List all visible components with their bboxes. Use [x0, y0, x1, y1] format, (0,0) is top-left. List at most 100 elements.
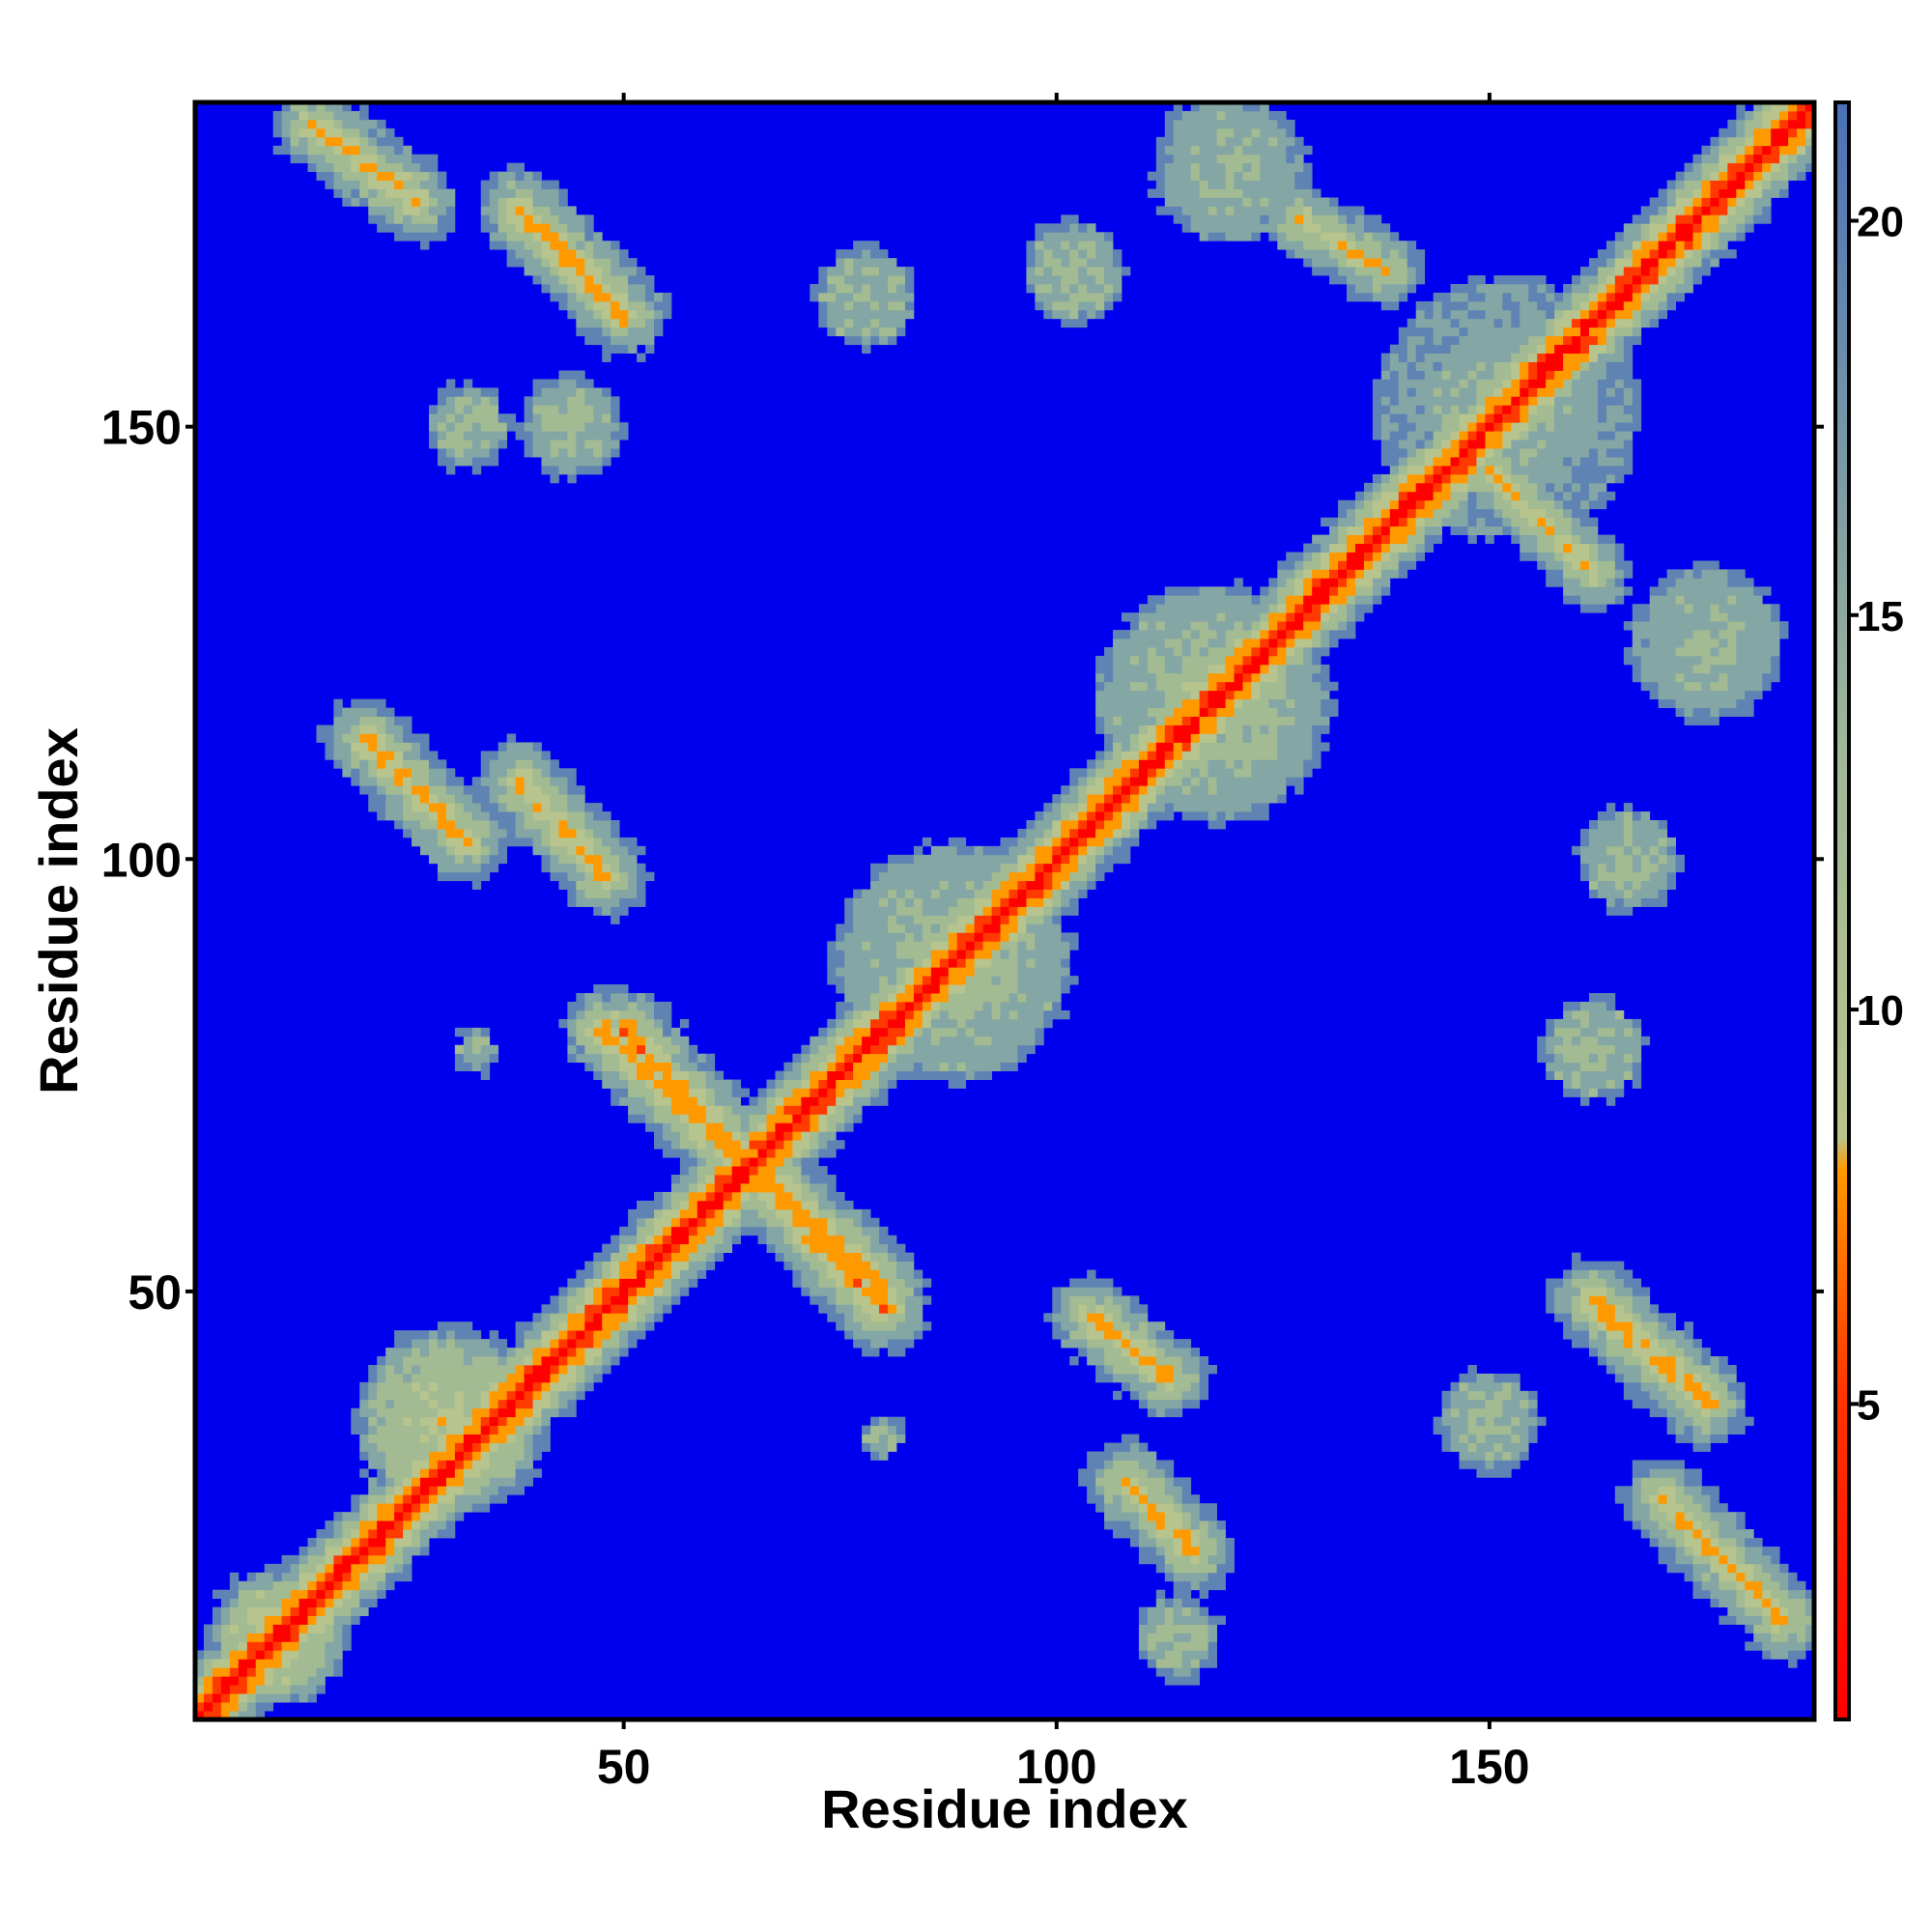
heatmap-cell: [965, 1001, 976, 1011]
heatmap-cell: [1199, 803, 1209, 812]
heatmap-cell: [1035, 863, 1044, 873]
heatmap-cell: [368, 751, 378, 760]
heatmap-cell: [550, 440, 559, 449]
heatmap-cell: [489, 794, 499, 804]
heatmap-cell: [567, 880, 577, 891]
heatmap-cell: [471, 465, 482, 475]
heatmap-cell: [1061, 283, 1070, 294]
heatmap-cell: [506, 1416, 517, 1427]
heatmap-cell: [775, 1243, 784, 1253]
heatmap-cell: [359, 1606, 369, 1616]
heatmap-cell: [637, 1243, 646, 1253]
heatmap-cell: [611, 1027, 620, 1037]
heatmap-cell: [888, 1425, 897, 1435]
heatmap-cell: [576, 267, 585, 276]
heatmap-cell: [853, 1287, 863, 1296]
heatmap-cell: [1190, 1598, 1201, 1608]
heatmap-cell: [1225, 1546, 1235, 1556]
heatmap-cell: [1078, 309, 1088, 320]
heatmap-cell: [654, 1105, 664, 1115]
heatmap-cell: [1095, 1503, 1105, 1513]
heatmap-cell: [775, 1226, 784, 1236]
heatmap-cell: [1216, 1554, 1226, 1565]
heatmap-cell: [1061, 950, 1070, 959]
heatmap-cell: [1181, 777, 1192, 786]
heatmap-cell: [1129, 1512, 1140, 1521]
heatmap-cell: [394, 1399, 404, 1409]
heatmap-cell: [1164, 1624, 1175, 1634]
heatmap-cell: [307, 162, 317, 173]
heatmap-cell: [696, 1140, 707, 1150]
heatmap-cell: [342, 171, 352, 181]
heatmap-cell: [394, 1512, 404, 1521]
heatmap-cell: [637, 1062, 646, 1072]
heatmap-cell: [316, 154, 326, 164]
heatmap-cell: [359, 1399, 369, 1409]
heatmap-cell: [541, 249, 551, 259]
heatmap-cell: [1069, 845, 1079, 856]
heatmap-cell: [584, 275, 594, 285]
heatmap-cell: [576, 1036, 585, 1046]
heatmap-cell: [1069, 932, 1079, 942]
heatmap-cell: [801, 1088, 810, 1097]
heatmap-cell: [420, 1399, 430, 1409]
heatmap-cell: [904, 880, 915, 891]
heatmap-cell: [662, 1208, 672, 1219]
heatmap-cell: [1234, 751, 1243, 760]
heatmap-cell: [1095, 275, 1105, 285]
heatmap-cell: [1190, 1641, 1201, 1651]
heatmap-cell: [532, 1330, 542, 1340]
heatmap-cell: [637, 1079, 646, 1089]
heatmap-cell: [428, 1477, 439, 1487]
heatmap-cell: [480, 431, 491, 440]
heatmap-cell: [628, 300, 638, 311]
heatmap-cell: [705, 1191, 716, 1202]
heatmap-cell: [602, 387, 611, 397]
heatmap-cell: [316, 110, 326, 121]
heatmap-cell: [930, 967, 941, 977]
heatmap-cell: [611, 889, 620, 898]
heatmap-cell: [437, 214, 447, 224]
heatmap-cell: [939, 1044, 950, 1055]
heatmap-cell: [584, 309, 594, 320]
heatmap-cell: [654, 1027, 664, 1037]
heatmap-cell: [1095, 1295, 1105, 1305]
heatmap-cell: [913, 932, 923, 942]
heatmap-cell: [844, 309, 854, 320]
heatmap-cell: [471, 1330, 482, 1340]
heatmap-cell: [939, 1027, 950, 1037]
heatmap-cell: [1225, 197, 1235, 207]
heatmap-cell: [619, 422, 629, 432]
heatmap-cell: [1164, 1520, 1175, 1530]
heatmap-cell: [628, 1027, 638, 1037]
heatmap-cell: [939, 941, 950, 951]
heatmap-cell: [766, 1208, 776, 1219]
heatmap-cell: [862, 1053, 871, 1064]
heatmap-cell: [1035, 837, 1044, 847]
heatmap-cell: [827, 1235, 837, 1245]
heatmap-cell: [853, 1009, 863, 1020]
heatmap-cell: [1242, 604, 1252, 613]
heatmap-cell: [602, 318, 611, 328]
heatmap-cell: [1155, 785, 1166, 795]
heatmap-cell: [506, 1399, 517, 1409]
heatmap-cell: [351, 162, 360, 173]
heatmap-cell: [844, 1018, 854, 1029]
heatmap-cell: [844, 1287, 854, 1296]
heatmap-cell: [888, 1416, 897, 1427]
heatmap-cell: [1000, 923, 1009, 933]
heatmap-cell: [637, 1001, 646, 1011]
heatmap-cell: [351, 136, 360, 147]
heatmap-cell: [1147, 639, 1157, 648]
heatmap-cell: [628, 344, 638, 354]
heatmap-cell: [550, 1348, 559, 1357]
heatmap-cell: [532, 1468, 542, 1478]
heatmap-cell: [497, 1416, 508, 1427]
heatmap-cell: [368, 1589, 378, 1600]
heatmap-cell: [506, 1364, 517, 1375]
heatmap-cell: [342, 1641, 352, 1651]
heatmap-cell: [1087, 880, 1096, 891]
heatmap-cell: [818, 1140, 828, 1150]
heatmap-cell: [913, 880, 923, 891]
heatmap-cell: [558, 820, 568, 830]
